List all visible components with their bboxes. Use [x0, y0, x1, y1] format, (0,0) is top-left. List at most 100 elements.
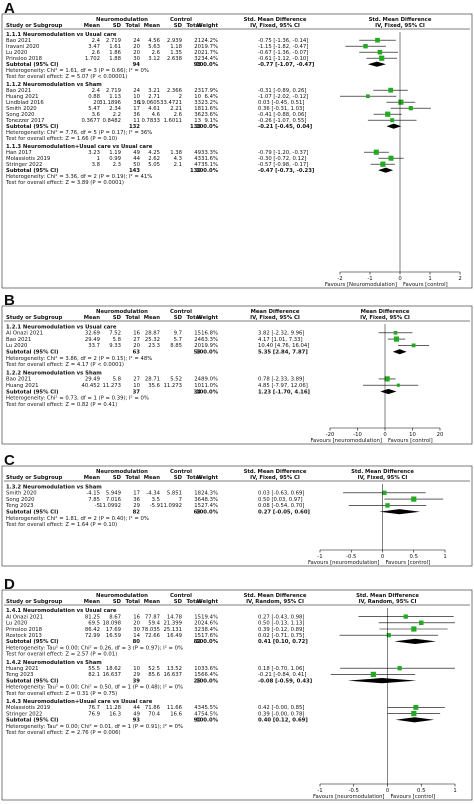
p0-g0-s2-ci-text: -0.67 [-1.36, -0.07]: [258, 50, 308, 56]
p3-col-mean1: Mean: [84, 599, 100, 605]
p3-g2-s1-total2: 47: [194, 711, 201, 717]
p0-g1-s5-mean1: 0.3677: [81, 118, 100, 124]
p0-g2-s2-ci-text: -0.57 [-0.98, -0.17]: [258, 162, 308, 168]
p3-plot-method: IV, Random, 95% CI: [359, 599, 417, 605]
p0-g1-s1-sd2: 2: [179, 94, 182, 100]
p0-group-header: Neuromodulation: [96, 17, 148, 23]
p3-g2-s1-sd1: 16.3: [109, 711, 121, 717]
p0-g1-s4-mean2: 4.6: [152, 112, 161, 118]
p1-col-weight: Weight: [197, 315, 219, 321]
p3-g0-s3-ci-text: 0.02 [-0.71, 0.75]: [258, 633, 304, 639]
p2-col-mean2: Mean: [144, 475, 160, 481]
p3-g1-subgroup-title: 1.4.2 Neuromodulation vs Sham: [6, 660, 102, 666]
p0-g0-s1-point-marker: [363, 43, 368, 49]
p0-g2-s2-sd2: 2.1: [174, 162, 182, 168]
p1-g0-s0-sd1: 7.52: [109, 331, 121, 337]
p0-col-sd2: SD: [174, 23, 183, 29]
p3-col-weight: Weight: [197, 599, 219, 605]
p3-g0-s1-sd1: 18.098: [102, 621, 121, 627]
p2-panel-border: [1, 465, 473, 567]
p3-g2-s1-mean2: 70.4: [148, 711, 160, 717]
p1-g1-subgroup-title: 1.2.2 Neuromodulation vs Sham: [6, 370, 102, 376]
p0-g0-subtotal-ci: -0.77 [-1.07, -0.47]: [258, 62, 314, 68]
p0-g2-s0-sd2: 1.38: [170, 150, 182, 156]
p2-plot-header: Std. Mean Difference: [351, 469, 414, 475]
p0-g1-s0-sd1: 2.719: [106, 88, 121, 94]
p0-effect-header: Std. Mean Difference: [244, 17, 307, 23]
p1-g0-subtotal-ci: 5.35 [2.84, 7.87]: [258, 350, 308, 356]
p3-g2-s0-weight: 45.5%: [201, 705, 218, 711]
p1-g0-s0-point-marker: [393, 330, 398, 335]
p3-g0-s3-total2: 15: [194, 633, 201, 639]
p3-g0-s0-weight: 19.4%: [201, 614, 218, 620]
p0-g0-s0-ci-text: -0.75 [-1.36, -0.14]: [258, 38, 308, 44]
p0-g1-s3-total1: 17: [133, 106, 140, 112]
p2-g0-s0-sd2: 5.851: [167, 491, 182, 497]
p0-g1-s3-mean2: 4.61: [148, 106, 160, 112]
p0-g1-s2-sd2: 33.4721: [160, 100, 182, 106]
p0-g0-s2-sd1: 1.86: [109, 50, 121, 56]
p0-g1-s1-sd1: 1.13: [109, 94, 121, 100]
p1-g0-s2-ci-text: 10.40 [4.76, 16.04]: [258, 343, 309, 349]
p3-g0-subtotal-weight: 100.0%: [196, 639, 219, 645]
p3-g2-s0-mean1: 76.7: [88, 705, 100, 711]
p0-g2-heterogeneity: Heterogeneity: Chi² = 3.36, df = 2 (P = …: [6, 173, 152, 180]
p0-g0-subtotal-diamond: [367, 61, 386, 67]
p3-g0-s2-total1: 30: [133, 627, 140, 633]
p0-g2-s2-mean2: 5.05: [148, 162, 160, 168]
p2-g0-s0-sd1: 5.949: [106, 491, 121, 497]
p0-g0-s2-mean2: 2.6: [152, 50, 161, 56]
p0-g0-s3-point-marker: [379, 55, 385, 61]
p3-tick-label-3: 0.5: [417, 788, 425, 794]
p3-col-sd1: SD: [113, 599, 122, 605]
p1-favours-right: Favours [control]: [388, 438, 433, 444]
p3-g2-s1-weight: 54.5%: [201, 711, 218, 717]
p2-g0-subtotal-total1: 82: [133, 510, 141, 516]
p3-g0-s1-total2: 20: [194, 621, 201, 627]
p1-g1-s1-total1: 10: [133, 383, 140, 389]
p0-plot-method: IV, Fixed, 95% CI: [375, 23, 425, 29]
p3-g1-s1-total1: 29: [133, 672, 140, 678]
p3-g0-s3-sd1: 16.59: [106, 633, 121, 639]
p2-g0-s0-point-marker: [382, 490, 387, 495]
p0-g1-subtotal-diamond: [386, 123, 402, 129]
p0-g2-s1-sd2: 4.3: [174, 156, 182, 162]
p3-g1-s1-point-marker: [370, 671, 376, 677]
p1-g0-s2-sd2: 8.85: [170, 343, 182, 349]
p0-col-weight: Weight: [197, 23, 219, 29]
p1-g1-subtotal-diamond: [380, 388, 397, 395]
p0-g0-subtotal-weight: 100.0%: [196, 62, 219, 68]
p3-g0-s1-weight: 24.6%: [201, 621, 218, 627]
p2-control-header: Control: [170, 469, 192, 475]
p2-col-sd1: SD: [113, 475, 122, 481]
p2-g0-s1-sd2: 7: [179, 497, 182, 503]
p0-g1-s1-mean1: 0.88: [88, 94, 100, 100]
p0-g2-subgroup-title: 1.1.3 Neuromodulation+Usual care vs Usua…: [6, 144, 153, 150]
p0-g1-s2-sd1: 31.1896: [99, 100, 122, 106]
p2-g0-s2-total1: 29: [133, 503, 140, 509]
p3-g2-subtotal-total1: 93: [133, 718, 141, 724]
p3-g2-s1-study-name: Stringer 2022: [6, 711, 42, 717]
p0-g2-s0-mean2: 4.25: [148, 150, 160, 156]
p0-g1-s2-ci-text: 0.03 [-0.45, 0.51]: [258, 100, 304, 106]
p3-g0-s3-mean1: 72.99: [85, 633, 100, 639]
p0-g2-s2-sd1: 2.3: [113, 162, 121, 168]
p0-g1-s1-weight: 6.4%: [205, 94, 218, 100]
p1-g0-s1-ci-text: 4.17 [1.01, 7.33]: [258, 337, 303, 343]
p3-g0-subtotal-diamond: [394, 638, 437, 644]
p2-effect-header: Std. Mean Difference: [244, 469, 307, 475]
p3-g1-s1-mean1: 82.1: [88, 672, 100, 678]
p1-g0-s1-mean1: 29.49: [85, 337, 100, 343]
p3-g0-s0-total1: 16: [133, 614, 140, 620]
p0-g2-subtotal-weight: 100.0%: [196, 168, 219, 174]
p0-g1-s1-study-name: Huang 2021: [6, 94, 38, 100]
p3-g2-s0-point-marker: [413, 704, 419, 710]
p1-g0-s0-mean2: 28.87: [145, 331, 160, 337]
p0-g0-s1-total1: 20: [133, 44, 140, 50]
p1-g0-overall-test: Test for overall effect: Z = 4.17 (P < 0…: [5, 362, 124, 368]
p0-g2-s1-total1: 44: [133, 156, 140, 162]
p0-g0-s1-study-name: Iravani 2020: [6, 44, 40, 50]
p1-g0-heterogeneity: Heterogeneity: Chi² = 3.86, df = 2 (P = …: [6, 355, 152, 362]
p0-g2-s0-mean1: 3.23: [88, 150, 100, 156]
p3-control-header: Control: [170, 593, 192, 599]
